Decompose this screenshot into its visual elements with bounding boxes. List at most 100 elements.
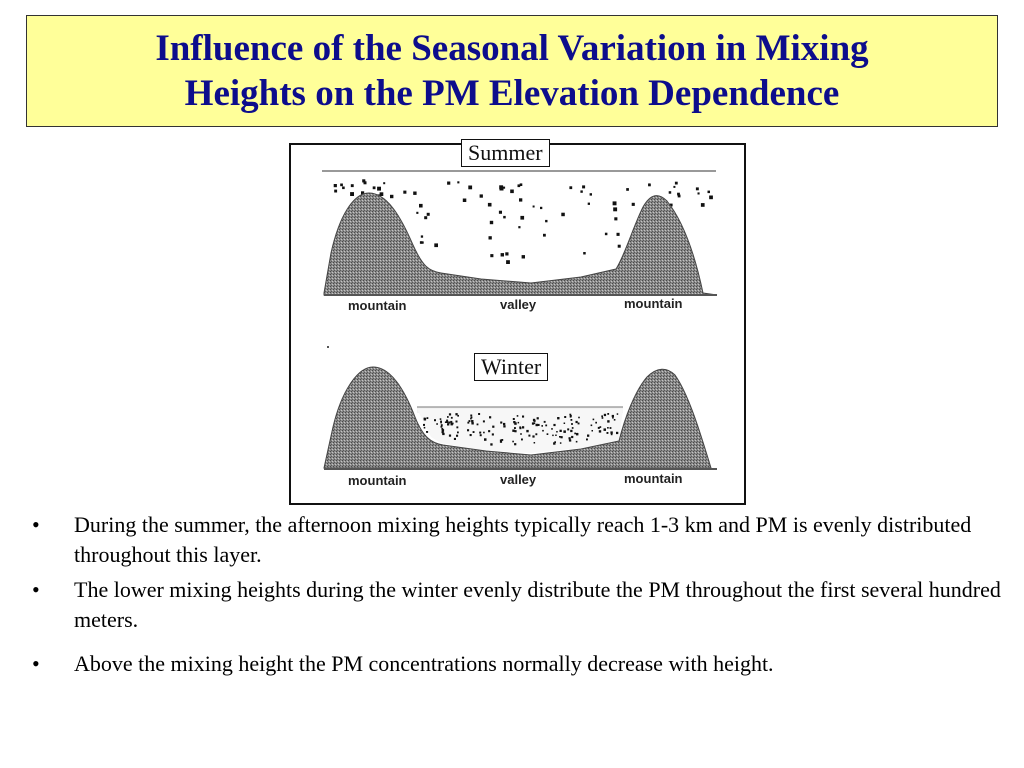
title-line-1: Influence of the Seasonal Variation in M… [155, 28, 869, 69]
winter-pm-particle [446, 419, 449, 422]
summer-pm-particle [377, 186, 381, 191]
winter-pm-particle [568, 437, 571, 440]
winter-pm-particle [571, 423, 573, 425]
winter-pm-particle [569, 413, 572, 416]
winter-pm-particle [603, 428, 606, 431]
winter-pm-particle [503, 422, 506, 426]
winter-pm-particle [595, 421, 597, 424]
winter-pm-particle [434, 419, 436, 422]
summer-pm-particle [362, 180, 366, 183]
winter-pm-particle [553, 442, 556, 445]
winter-pm-particle [499, 439, 502, 442]
winter-pm-particle [448, 413, 452, 416]
winter-pm-particle [488, 430, 491, 433]
winter-pm-particle [492, 425, 495, 428]
winter-pm-particle [601, 415, 603, 418]
winter-pm-particle [516, 415, 519, 417]
summer-pm-particle [340, 183, 343, 187]
winter-pm-particle [423, 418, 427, 421]
summer-pm-particle [487, 202, 492, 207]
summer-pm-particle [363, 181, 367, 185]
winter-pm-particle [551, 428, 553, 430]
summer-pm-particle [503, 186, 506, 189]
summer-pm-particle [488, 236, 492, 240]
summer-pm-particle [631, 202, 635, 206]
bullet-mark: • [32, 651, 40, 676]
winter-pm-particle [567, 428, 570, 431]
summer-pm-particle [580, 190, 583, 193]
summer-pm-particle [468, 185, 473, 190]
bullet-item: • During the summer, the afternoon mixin… [30, 510, 1005, 570]
winter-pm-particle [426, 417, 429, 419]
summer-pm-particle [520, 215, 525, 220]
summer-pm-particle [709, 196, 712, 199]
summer-pm-particle [390, 194, 394, 199]
winter-pm-particle [586, 438, 588, 441]
winter-pm-particle [517, 421, 520, 424]
summer-pm-particle [540, 206, 543, 210]
winter-pm-particle [543, 420, 546, 423]
winter-pm-particle [468, 420, 471, 422]
bullet-list: • During the summer, the afternoon mixin… [30, 510, 1005, 679]
summer-pm-particle [416, 211, 419, 214]
summer-panel [322, 170, 718, 296]
winter-panel [323, 366, 717, 470]
winter-pm-particle [470, 417, 472, 420]
winter-pm-particle [467, 429, 470, 432]
winter-pm-particle [607, 420, 610, 423]
summer-right-mountain-label: mountain [624, 296, 683, 311]
winter-pm-particle [575, 420, 578, 424]
winter-pm-particle [501, 439, 504, 441]
summer-pm-particle [668, 191, 672, 194]
summer-label: Summer [461, 139, 550, 167]
winter-pm-particle [556, 431, 558, 433]
scan-speck [327, 346, 329, 348]
winter-pm-particle [514, 422, 517, 425]
winter-left-mountain-label: mountain [348, 473, 407, 488]
winter-pm-particles [423, 413, 619, 446]
winter-right-mountain-label: mountain [624, 471, 683, 486]
winter-pm-particle [484, 438, 487, 441]
winter-pm-particle [571, 435, 574, 439]
winter-pm-particle [479, 431, 482, 434]
bullet-item: • Above the mixing height the PM concent… [30, 649, 1005, 679]
summer-pm-particle [421, 241, 424, 244]
winter-pm-particle [535, 423, 538, 427]
winter-pm-particle [448, 434, 452, 437]
summer-pm-particle [434, 243, 438, 248]
winter-pm-particle [612, 417, 614, 419]
summer-pm-particle [545, 219, 548, 223]
winter-pm-particle [559, 442, 562, 444]
winter-pm-particle [467, 421, 470, 424]
bullet-text: The lower mixing heights during the wint… [74, 577, 1001, 632]
winter-terrain [323, 366, 712, 469]
mixing-height-diagram: Summer mountain valley mountain Winter m… [289, 139, 746, 505]
summer-pm-particle [519, 198, 523, 202]
winter-pm-particle [455, 420, 458, 423]
summer-pm-particle [697, 192, 700, 195]
winter-pm-particle [528, 434, 531, 437]
winter-pm-particle [512, 440, 514, 443]
winter-pm-particle [514, 427, 516, 429]
winter-pm-particle [576, 433, 579, 436]
summer-pm-particle [479, 194, 483, 198]
summer-pm-particle [419, 203, 423, 208]
winter-pm-particle [455, 413, 458, 416]
winter-pm-particle [456, 426, 459, 429]
summer-pm-particle [420, 235, 424, 238]
winter-pm-particle [533, 422, 536, 424]
winter-pm-particle [610, 433, 613, 436]
summer-pm-particle [612, 201, 617, 206]
winter-pm-particle [476, 423, 479, 426]
winter-pm-particle [483, 431, 485, 434]
winter-pm-particle [457, 431, 459, 434]
summer-pm-particle [518, 226, 521, 229]
summer-pm-particle [379, 192, 384, 196]
summer-pm-particle [673, 185, 676, 188]
winter-pm-particle [587, 434, 590, 437]
summer-pm-particle [614, 217, 618, 221]
winter-pm-particle [453, 437, 456, 440]
summer-pm-particle [669, 203, 673, 207]
winter-pm-particle [564, 416, 567, 418]
summer-pm-particle [519, 183, 523, 186]
